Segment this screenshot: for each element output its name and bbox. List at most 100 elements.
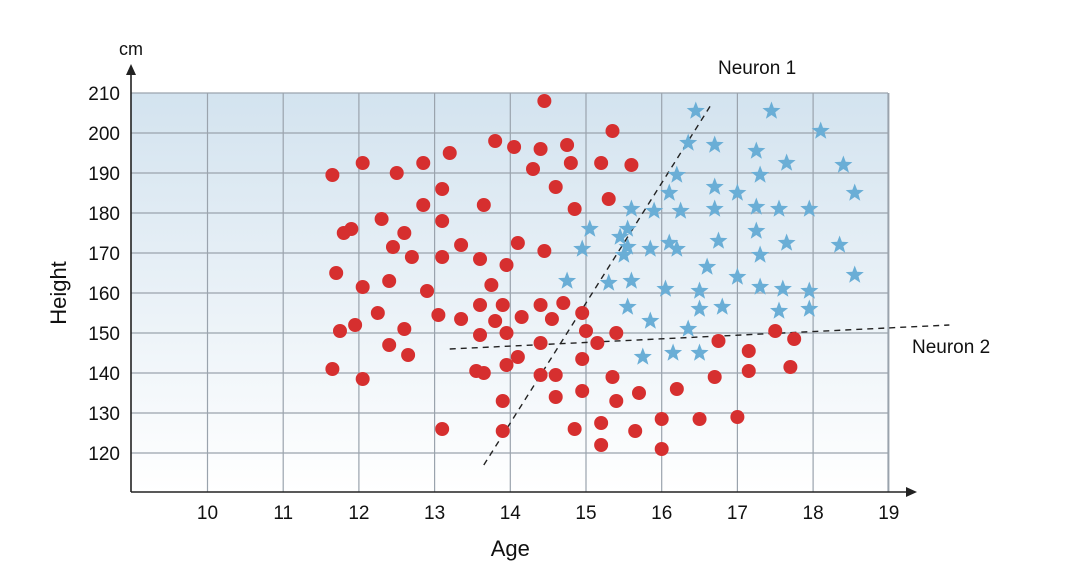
data-point-circle <box>526 162 541 176</box>
data-point-circle <box>329 266 344 280</box>
data-point-star <box>679 133 698 151</box>
data-point-circle <box>533 298 548 312</box>
data-point-star <box>622 199 641 217</box>
data-point-star <box>633 347 652 365</box>
data-point-circle <box>692 412 707 426</box>
x-tick-label: 13 <box>424 503 445 524</box>
tick-labels: 10 11 12 13 14 15 16 17 18 19 120 130 140 150 160 170 18… <box>88 84 899 524</box>
data-point-circle <box>348 318 363 332</box>
data-point-circle <box>575 306 590 320</box>
data-point-star <box>558 271 577 289</box>
data-point-star <box>728 183 747 201</box>
data-point-circle <box>567 422 582 436</box>
data-point-circle <box>495 394 510 408</box>
data-point-star <box>641 239 660 257</box>
data-point-star <box>664 343 683 361</box>
data-point-star <box>690 281 709 299</box>
data-point-star <box>705 199 724 217</box>
data-point-star <box>747 221 766 239</box>
data-point-circle <box>654 412 669 426</box>
data-point-star <box>773 279 792 297</box>
data-point-star <box>660 233 679 251</box>
data-point-circle <box>397 322 412 336</box>
neuron-1-label: Neuron 1 <box>718 58 796 79</box>
data-point-circle <box>631 386 646 400</box>
y-tick-label: 190 <box>88 164 120 185</box>
data-point-star <box>679 319 698 337</box>
data-point-circle <box>499 258 514 272</box>
data-point-circle <box>488 314 503 328</box>
data-point-star <box>747 197 766 215</box>
y-axis-unit: cm <box>119 39 143 59</box>
data-point-circle <box>473 252 488 266</box>
data-point-circle <box>609 394 624 408</box>
data-point-circle <box>374 212 389 226</box>
data-point-circle <box>563 156 578 170</box>
data-point-circle <box>355 156 370 170</box>
data-point-circle <box>416 198 431 212</box>
data-point-star <box>800 299 819 317</box>
y-tick-label: 160 <box>88 284 120 305</box>
neuron-2-label: Neuron 2 <box>912 337 990 358</box>
data-point-circle <box>510 350 525 364</box>
data-point-circle <box>624 158 639 172</box>
data-point-star <box>622 271 641 289</box>
data-point-circle <box>473 298 488 312</box>
data-point-circle <box>605 370 620 384</box>
y-tick-label: 140 <box>88 364 120 385</box>
data-point-circle <box>548 180 563 194</box>
data-point-circle <box>507 140 522 154</box>
data-point-circle <box>654 442 669 456</box>
data-point-circle <box>556 296 571 310</box>
data-point-star <box>671 201 690 219</box>
data-point-star <box>747 141 766 159</box>
data-point-circle <box>579 324 593 338</box>
data-point-star <box>830 235 849 253</box>
data-point-circle <box>495 298 510 312</box>
data-point-circle <box>537 244 552 258</box>
data-point-star <box>599 273 618 291</box>
x-tick-label: 15 <box>575 503 596 524</box>
data-point-star <box>705 177 724 195</box>
data-point-circle <box>594 438 609 452</box>
data-point-star <box>667 239 686 257</box>
x-axis-arrow <box>906 487 917 497</box>
axes <box>126 64 917 497</box>
y-tick-label: 130 <box>88 404 120 425</box>
data-point-star <box>698 257 717 275</box>
data-point-star <box>580 219 599 237</box>
data-point-circle <box>404 250 419 264</box>
data-point-circle <box>533 142 548 156</box>
data-point-circle <box>435 422 450 436</box>
data-point-star <box>770 199 789 217</box>
data-point-circle <box>495 424 510 438</box>
data-point-circle <box>783 360 798 374</box>
data-point-star <box>573 239 592 257</box>
data-point-circle <box>510 236 525 250</box>
x-tick-label: 12 <box>348 503 369 524</box>
data-point-star <box>709 231 728 249</box>
data-point-star <box>618 237 637 255</box>
data-point-circle <box>601 192 616 206</box>
data-point-star <box>811 121 830 139</box>
data-point-star <box>713 297 732 315</box>
decision-lines: Neuron 1 Neuron 2 <box>449 58 990 466</box>
data-point-circle <box>488 134 503 148</box>
data-point-circle <box>628 424 643 438</box>
data-point-circle <box>397 226 412 240</box>
data-point-star <box>751 277 770 295</box>
data-point-star <box>686 101 705 119</box>
data-point-circle <box>435 250 450 264</box>
data-point-circle <box>435 182 450 196</box>
data-point-circle <box>560 138 575 152</box>
data-point-star <box>777 233 796 251</box>
y-tick-label: 180 <box>88 204 120 225</box>
data-point-circle <box>431 308 446 322</box>
data-point-circle <box>435 214 450 228</box>
data-point-star <box>705 135 724 153</box>
data-point-circle <box>605 124 620 138</box>
data-point-star <box>762 101 781 119</box>
data-point-circle <box>544 312 559 326</box>
y-tick-label: 120 <box>88 444 120 465</box>
data-point-circle <box>533 368 548 382</box>
